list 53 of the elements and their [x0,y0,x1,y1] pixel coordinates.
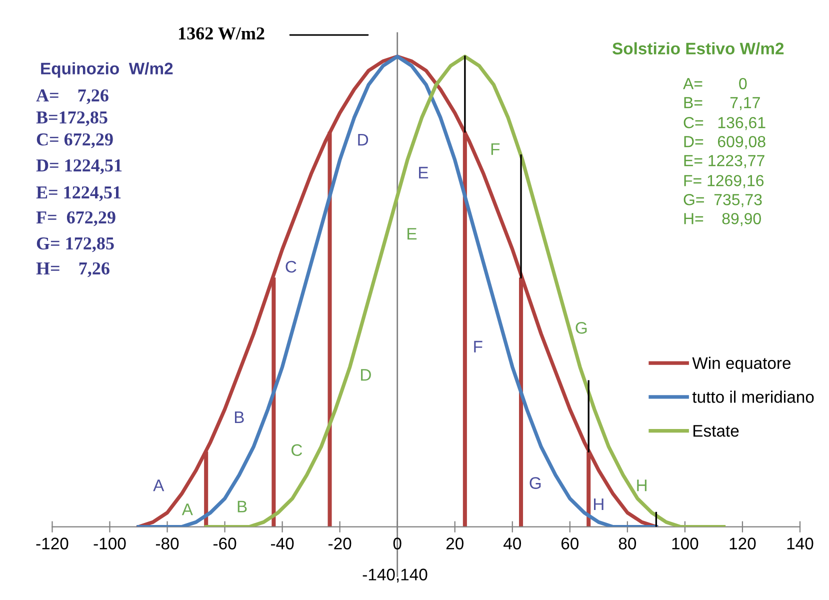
x-tick-label: -80 [156,538,179,550]
x-tick-label: -60 [213,538,236,550]
annotation: G= 172,85 [36,237,114,252]
text: Solstizio Estivo W/m2 [612,42,784,55]
annotation: C [292,444,302,456]
annotation: B [234,411,244,423]
annotation: D= 1224,51 [36,159,122,174]
x-tick-label: -20 [328,538,352,550]
annotation: C= 136,61 [684,116,766,130]
annotation: A [182,504,193,516]
x-tick-label: 120 [730,538,756,550]
annotation: F= 1269,16 [684,174,764,188]
x-tick-label: 80 [618,538,636,550]
annotation: D= 609,08 [684,136,766,150]
x-tick-label: -120 [36,538,68,550]
legend-label: tutto il meridiano [692,390,814,403]
annotation: G= 735,73 [684,194,762,208]
annotation: G [576,322,587,334]
annotation: C= 672,29 [36,133,113,148]
x-tick-label: 100 [672,538,698,550]
annotation: F [474,340,482,352]
annotation: B [238,500,247,512]
text: -140,140 [362,568,428,582]
annotation: C [286,260,296,273]
annotation: Equinozio W/m2 [41,62,173,78]
x-tick-label: -40 [271,538,294,550]
x-tick-label: 140 [787,538,814,550]
annotation: G [530,477,541,489]
annotation: A= 0 [683,78,747,90]
annotation: B=172,85 [36,111,108,126]
annotation: F [491,143,500,155]
x-tick-label: 0 [393,538,402,550]
annotation: A= 7,26 [36,89,108,104]
annotation: E [408,228,417,240]
annotation: E= 1224,51 [36,186,121,202]
annotation: H [594,498,604,510]
annotation: D [358,134,368,146]
x-tick-label: 60 [561,538,579,550]
annotation: E [419,166,428,178]
annotation: B= 7,17 [684,97,760,110]
x-tick-label: 40 [504,538,522,550]
text: 1362 W/m2 [179,27,264,40]
annotation: A [153,480,164,492]
annotation: E= 1223,77 [684,154,764,168]
annotation: H= 89,90 [684,212,761,226]
annotation: H= 7,26 [36,262,110,278]
legend-label: Win equatore [692,356,791,372]
x-tick-label: 20 [446,538,464,550]
legend-label: Estate [694,425,739,437]
x-tick-label: -100 [94,538,126,550]
annotation: D [361,369,371,381]
annotation: H [637,480,646,492]
annotation: F= 672,29 [36,211,116,226]
